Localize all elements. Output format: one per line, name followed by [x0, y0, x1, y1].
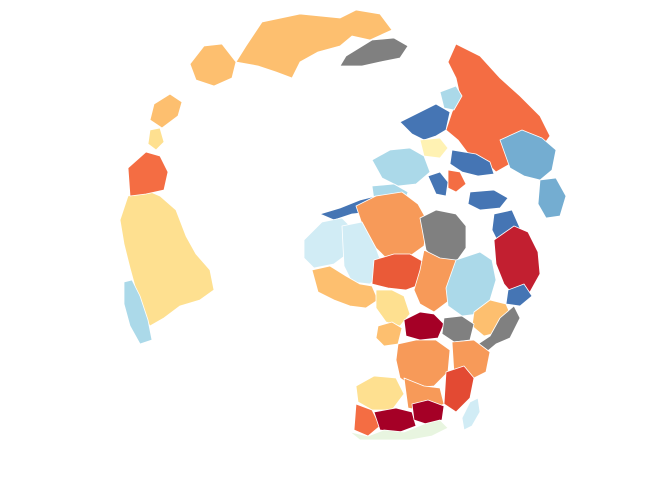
region-car	[403, 311, 445, 341]
region-svalbard	[339, 37, 409, 67]
region-yemen	[505, 283, 533, 307]
region-arctic-archipelago	[147, 127, 165, 151]
region-angola	[355, 375, 405, 411]
region-central-europe	[371, 147, 431, 187]
region-western-us	[127, 151, 169, 197]
region-alaska	[149, 93, 183, 129]
region-greenland	[235, 9, 393, 79]
region-zimbabwe	[411, 399, 445, 425]
region-canada-west	[189, 43, 237, 87]
region-balkans	[447, 169, 467, 193]
region-italy	[427, 171, 449, 197]
region-finland	[439, 85, 463, 111]
region-turkey	[467, 189, 509, 211]
region-saudi-arabia	[493, 225, 541, 299]
region-botswana	[373, 407, 417, 433]
region-mozambique	[443, 365, 475, 413]
region-cameroon	[375, 321, 403, 347]
region-south-sudan	[441, 315, 475, 343]
region-mexico	[123, 279, 153, 345]
region-usa	[119, 189, 215, 327]
region-eastern-europe	[449, 149, 495, 177]
region-drc	[395, 339, 451, 389]
region-uk-ireland	[419, 137, 449, 159]
region-kazakhstan	[537, 177, 567, 219]
region-south-africa	[349, 419, 449, 441]
region-madagascar	[461, 397, 481, 431]
region-somalia	[477, 305, 521, 355]
region-namibia	[353, 403, 381, 437]
region-ukraine	[499, 129, 557, 181]
region-scandinavia	[399, 103, 451, 141]
